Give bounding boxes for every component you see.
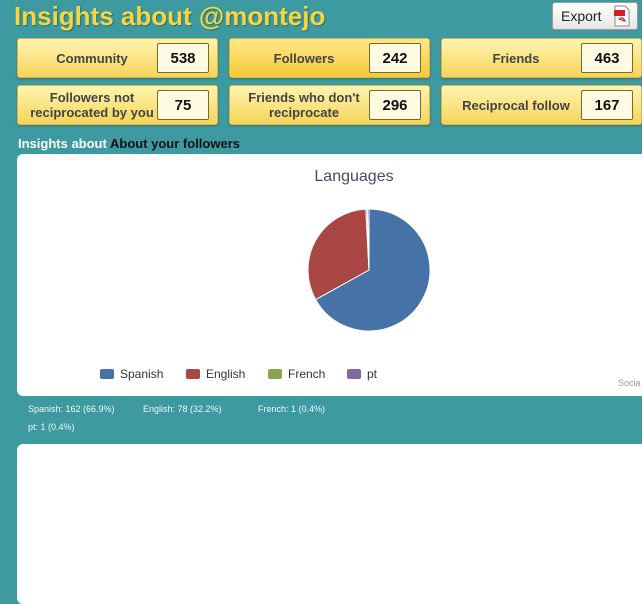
stat-label: Community [56, 50, 128, 66]
stat-value: 296 [369, 90, 421, 120]
export-label: Export [561, 8, 602, 24]
chart-credit: Socia [618, 378, 641, 388]
summary-english: English: 78 (32.2%) [143, 404, 222, 414]
stat-label: Friends who don't reciprocate [248, 90, 360, 120]
stat-value: 167 [581, 90, 633, 120]
stat-label: Followers not reciprocated by you [30, 90, 154, 120]
stat-card-followers-not-reciprocated[interactable]: Followers not reciprocated by you 75 [17, 85, 218, 125]
stat-card-community[interactable]: Community 538 [17, 38, 218, 78]
stat-card-followers[interactable]: Followers 242 [229, 38, 430, 78]
stat-value: 463 [581, 43, 633, 73]
stat-value: 75 [157, 90, 209, 120]
stat-label: Followers [273, 50, 335, 66]
languages-panel [17, 154, 642, 396]
summary-french: French: 1 (0.4%) [258, 404, 326, 414]
stat-label: Reciprocal follow [462, 97, 570, 113]
summary-pt: pt: 1 (0.4%) [28, 422, 75, 432]
summary-spanish: Spanish: 162 (66.9%) [28, 404, 115, 414]
export-button[interactable]: Export [552, 2, 638, 30]
pdf-icon [614, 5, 630, 27]
timezones-panel [17, 444, 642, 604]
stat-label: Friends [492, 50, 540, 66]
section-prefix: Insights about [18, 136, 107, 151]
page-title: Insights about @montejo [14, 1, 326, 31]
stat-card-friends[interactable]: Friends 463 [441, 38, 642, 78]
stat-card-friends-not-reciprocating[interactable]: Friends who don't reciprocate 296 [229, 85, 430, 125]
stat-card-reciprocal-follow[interactable]: Reciprocal follow 167 [441, 85, 642, 125]
section-subject: About your followers [109, 136, 240, 151]
section-heading: Insights about About your followers [18, 136, 240, 151]
stat-value: 242 [369, 43, 421, 73]
stat-value: 538 [157, 43, 209, 73]
